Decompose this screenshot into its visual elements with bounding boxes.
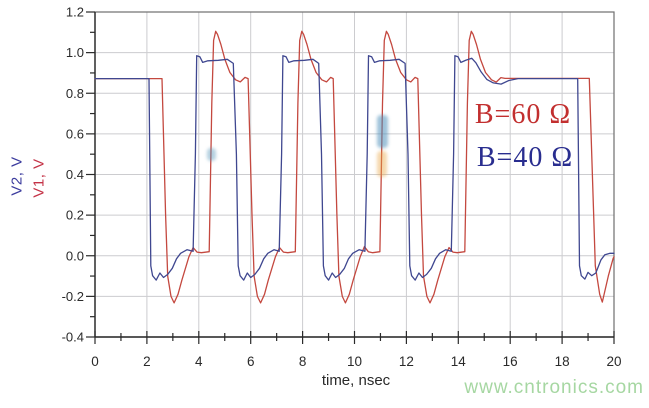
y-axis-label-v2: V2, V — [8, 156, 26, 196]
x-tick-label: 10 — [347, 354, 362, 369]
jpeg-artifact-smudge — [377, 151, 387, 177]
y-tick-label: 0.8 — [66, 86, 84, 101]
x-tick-label: 6 — [247, 354, 255, 369]
y-tick-label: -0.2 — [62, 289, 84, 304]
x-tick-label: 18 — [555, 354, 570, 369]
watermark-cntronics: www.cntronics.com — [464, 377, 644, 398]
v2-curve — [94, 55, 615, 281]
x-tick-label: 12 — [399, 354, 414, 369]
x-tick-label: 2 — [143, 354, 151, 369]
x-tick-label: 8 — [299, 354, 307, 369]
x-tick-label: 16 — [503, 354, 518, 369]
annotation-b60-ohm: B=60 Ω — [474, 99, 572, 130]
x-tick-label: 14 — [451, 354, 467, 369]
y-tick-label: 0.6 — [66, 126, 84, 141]
y-tick-label: 1.0 — [66, 45, 84, 60]
y-tick-label: 0.4 — [66, 167, 84, 182]
y-tick-label: 0.0 — [66, 248, 84, 263]
y-axis-label-v1: V1, V — [30, 158, 48, 198]
x-tick-label: 4 — [195, 354, 203, 369]
v1-curve — [94, 30, 615, 304]
x-axis-title: time, nsec — [321, 372, 391, 389]
x-tick-label: 20 — [606, 354, 621, 369]
y-tick-label: 1.2 — [66, 5, 84, 20]
jpeg-artifact-smudge — [377, 115, 388, 148]
jpeg-artifact-smudge — [207, 148, 216, 161]
x-tick-label: 0 — [91, 354, 99, 369]
y-tick-label: 0.2 — [66, 208, 84, 223]
y-tick-label: -0.4 — [62, 330, 84, 345]
annotation-b40-ohm: B=40 Ω — [476, 142, 574, 173]
